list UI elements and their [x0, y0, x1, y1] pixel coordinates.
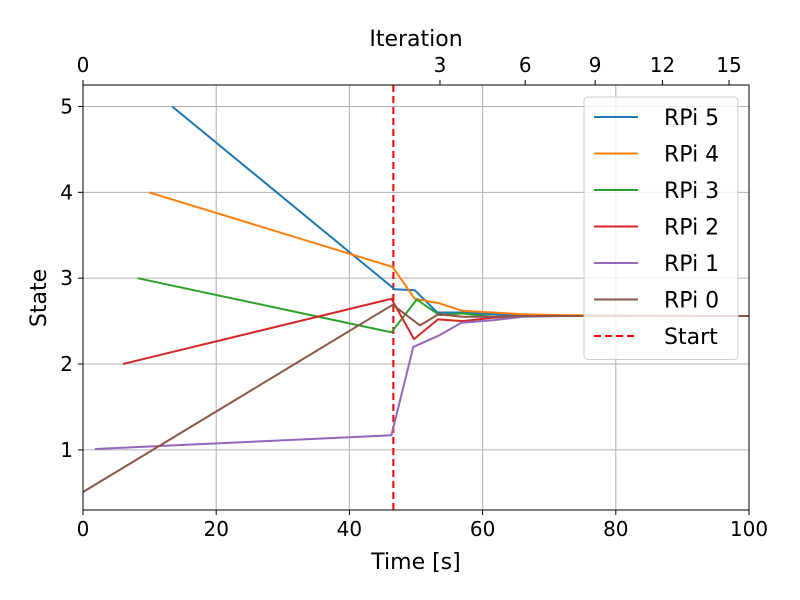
legend-label: Start [664, 325, 718, 350]
y-tick-label: 2 [60, 352, 73, 376]
x-tick-label: 80 [603, 517, 628, 541]
top-axis-title: Iteration [369, 27, 462, 52]
legend-label: RPi 5 [664, 106, 719, 131]
y-tick-label: 4 [60, 180, 73, 204]
top-tick-label: 15 [716, 53, 741, 77]
legend-label: RPi 2 [664, 216, 719, 241]
y-tick-label: 1 [60, 438, 73, 462]
x-tick-label: 40 [337, 517, 362, 541]
legend-label: RPi 0 [664, 289, 719, 314]
x-tick-label: 20 [203, 517, 228, 541]
legend-label: RPi 3 [664, 179, 719, 204]
top-tick-label: 0 [77, 53, 90, 77]
x-axis-title: Time [s] [370, 550, 460, 575]
legend-label: RPi 4 [664, 143, 719, 168]
legend: RPi 5 RPi 4 RPi 3 RPi 2 RPi 1 RPi 0 Start [583, 96, 739, 360]
top-tick-label: 12 [650, 53, 675, 77]
x-tick-label: 60 [470, 517, 495, 541]
plot-frame [82, 84, 750, 511]
top-tick-label: 9 [589, 53, 602, 77]
legend-label: RPi 1 [664, 252, 719, 277]
y-axis-title: State [27, 269, 52, 327]
series-lines [82, 105, 750, 493]
y-tick-label: 5 [60, 94, 73, 118]
series-line-rpi-0 [82, 303, 749, 493]
series-line-rpi-4 [148, 191, 750, 317]
x-tick-label: 0 [77, 517, 90, 541]
x-tick-label: 100 [730, 517, 768, 541]
y-tick-label: 3 [60, 266, 73, 290]
top-tick-label: 6 [519, 53, 532, 77]
legend-box [583, 96, 739, 360]
top-tick-label: 3 [434, 53, 447, 77]
